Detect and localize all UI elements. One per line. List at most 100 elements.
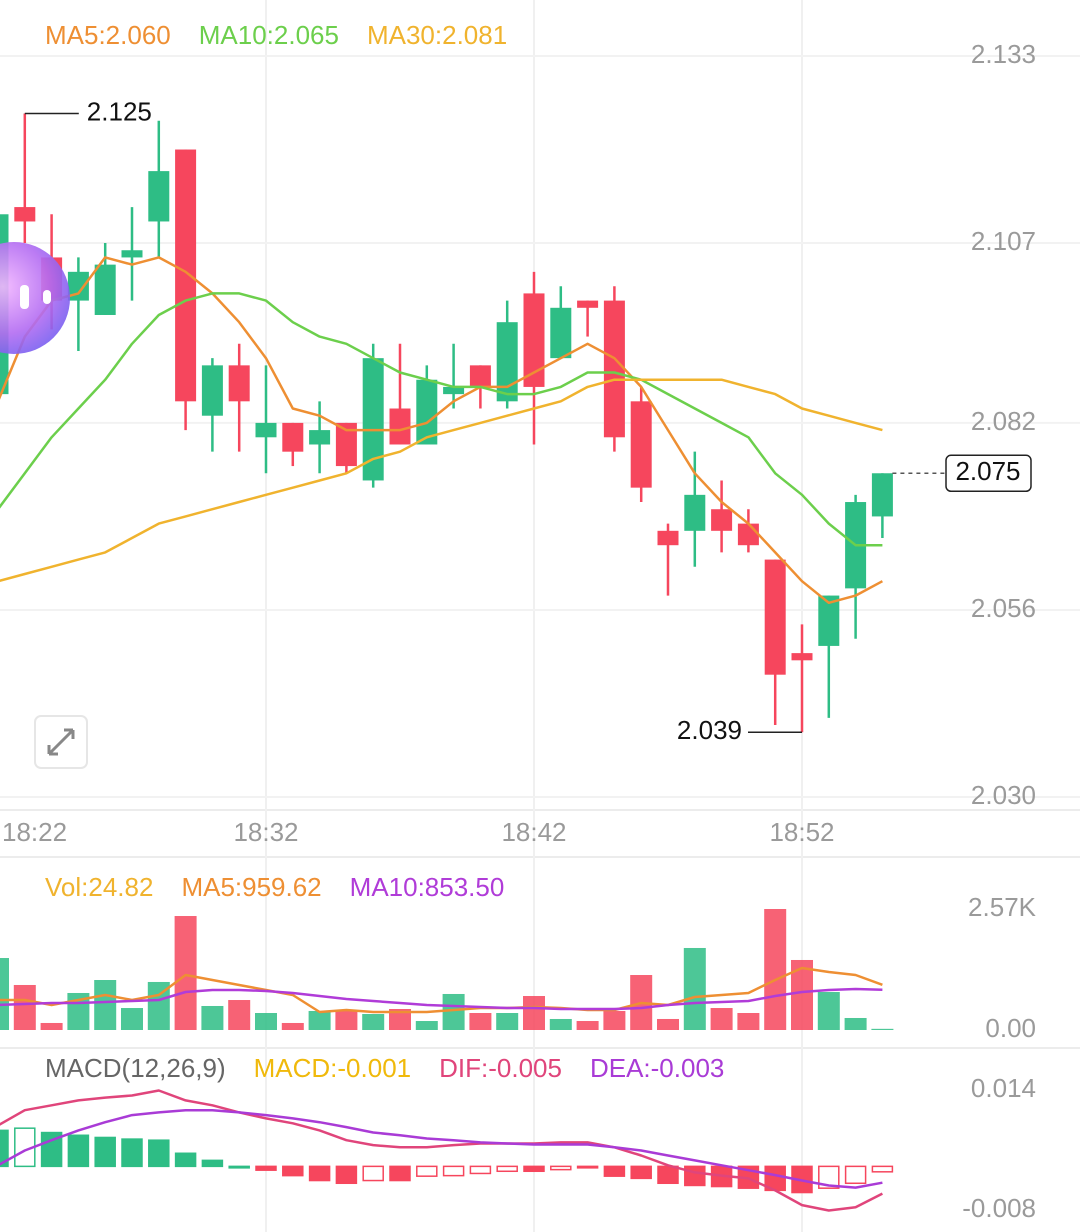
- macd-bar: [630, 1165, 652, 1180]
- candle-body: [443, 386, 465, 395]
- candle-body: [684, 494, 706, 531]
- legend-entry: Vol:24.82: [45, 872, 153, 902]
- candle-body: [389, 408, 411, 445]
- ma-line: [0, 292, 883, 547]
- macd-bar: [362, 1165, 384, 1182]
- candle-body: [14, 207, 36, 222]
- macd-bar: [550, 1165, 572, 1171]
- ma-line: [0, 378, 883, 582]
- legend-entry: MACD:-0.001: [254, 1053, 412, 1083]
- volume-bar: [362, 1013, 385, 1030]
- legend-entry: MA10:2.065: [199, 20, 339, 50]
- candle-body: [201, 365, 223, 416]
- macd-bar: [871, 1165, 894, 1173]
- candle-body: [603, 300, 625, 438]
- last-price-label: 2.075: [955, 456, 1020, 486]
- ma-line: [0, 966, 883, 1014]
- candle-body: [309, 430, 331, 445]
- volume-bar: [389, 1009, 411, 1030]
- candle-body: [657, 530, 679, 546]
- macd-bar: [684, 1165, 706, 1187]
- y-tick-label: 2.57K: [968, 892, 1037, 922]
- macd-bar: [255, 1165, 277, 1171]
- macd-bar: [121, 1138, 143, 1168]
- macd-bar: [228, 1165, 250, 1169]
- x-tick-label: 18:52: [769, 817, 834, 847]
- volume-bar: [121, 1008, 143, 1030]
- volume-bar: [871, 1028, 894, 1030]
- volume-bar: [147, 981, 170, 1030]
- volume-bar: [442, 993, 465, 1030]
- candle-body: [228, 365, 250, 402]
- volume-bar: [496, 1013, 519, 1030]
- legend-entry: MACD(12,26,9): [45, 1053, 226, 1083]
- macd-bar: [496, 1165, 518, 1173]
- volume-bar: [13, 984, 36, 1030]
- y-tick-label: 2.133: [971, 39, 1036, 69]
- legend-entry: MA5:959.62: [181, 872, 321, 902]
- volume-bar: [549, 1018, 572, 1030]
- macd-bar: [0, 1129, 9, 1168]
- macd-bar: [308, 1165, 331, 1182]
- volume-bar: [255, 1013, 277, 1030]
- legend-entry: MA10:853.50: [350, 872, 505, 902]
- expand-icon: [47, 728, 75, 756]
- volume-bar: [764, 909, 787, 1030]
- volume-bar: [94, 979, 117, 1030]
- candle-body: [255, 422, 277, 438]
- candle-body: [148, 171, 170, 222]
- volume-bar: [174, 916, 197, 1030]
- assistant-eye: [20, 285, 29, 309]
- candle-body: [282, 422, 304, 452]
- ma-line: [0, 1089, 883, 1212]
- candle-body: [469, 365, 491, 387]
- candle-body: [711, 509, 733, 531]
- volume-bar: [281, 1022, 304, 1030]
- candle-body: [630, 401, 652, 488]
- macd-bar: [174, 1152, 197, 1168]
- y-tick-label: 2.082: [971, 406, 1036, 436]
- floating-assistant[interactable]: [0, 242, 70, 354]
- macd-bar: [442, 1165, 465, 1177]
- volume-bar: [40, 1022, 63, 1030]
- volume-bar: [308, 1010, 331, 1030]
- y-tick-label: 0.00: [985, 1013, 1036, 1043]
- candle-body: [523, 293, 545, 387]
- volume-bar: [844, 1017, 867, 1030]
- volume-bar: [228, 1000, 251, 1030]
- y-tick-label: 0.014: [971, 1073, 1036, 1103]
- x-tick-label: 18:22: [2, 817, 67, 847]
- macd-bar: [657, 1165, 679, 1185]
- macd-bar: [335, 1165, 358, 1185]
- min-label: 2.039: [677, 715, 742, 745]
- macd-bar: [523, 1165, 545, 1173]
- volume-bar: [469, 1013, 492, 1030]
- candle-body: [550, 307, 572, 359]
- candle-body: [335, 422, 357, 467]
- legend-entry: MA5:2.060: [45, 20, 171, 50]
- candle-body: [94, 264, 116, 315]
- x-tick-label: 18:32: [233, 817, 298, 847]
- candle-body: [362, 358, 384, 481]
- legend-entry: DIF:-0.005: [439, 1053, 562, 1083]
- macd-bar: [416, 1165, 438, 1177]
- expand-button[interactable]: [34, 715, 88, 769]
- ma-line: [0, 256, 883, 605]
- macd-bar: [67, 1134, 90, 1168]
- candle-body: [818, 595, 840, 646]
- candle-body: [416, 379, 438, 445]
- candle-body: [577, 300, 599, 308]
- x-tick-label: 18:42: [501, 817, 566, 847]
- volume-bar: [791, 959, 813, 1030]
- macd-bar: [389, 1165, 411, 1182]
- volume-bar: [335, 1010, 358, 1030]
- y-tick-label: 2.056: [971, 593, 1036, 623]
- macd-bar: [148, 1139, 170, 1168]
- macd-bar: [576, 1165, 599, 1169]
- volume-bar: [603, 1010, 626, 1030]
- assistant-eye: [43, 290, 51, 304]
- candle-body: [791, 653, 813, 661]
- y-tick-label: 2.030: [971, 780, 1036, 810]
